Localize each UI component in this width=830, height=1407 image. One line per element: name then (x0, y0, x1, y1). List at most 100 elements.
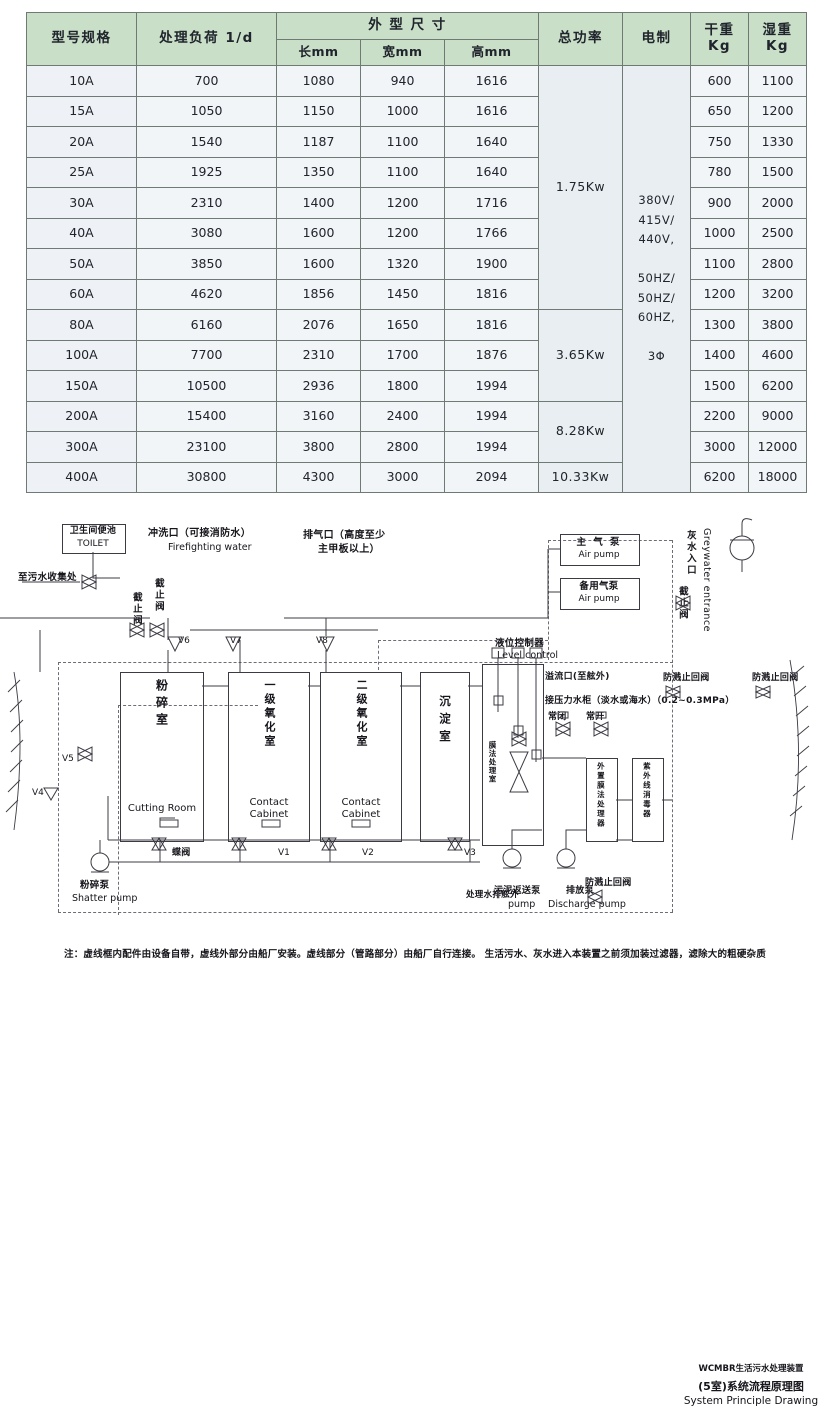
valve-tag-v4: V4 (32, 788, 44, 798)
cell-height: 1766 (443, 217, 540, 249)
level-control-label-cn: 液位控制器 (495, 638, 545, 649)
cell-load: 30800 (136, 461, 277, 493)
cell-wet-weight: 1200 (748, 95, 808, 127)
col-header-width: 宽mm (360, 39, 445, 66)
cell-model: 200A (26, 400, 137, 432)
specification-table: 型号规格 处理负荷 1/d 外 型 尺 寸 总功率 电制 干重 Kg 湿重 Kg… (26, 12, 808, 493)
cell-width: 940 (360, 65, 445, 97)
title-line-1: WCMBR生活污水处理装置 (698, 1364, 804, 1374)
cell-wet-weight: 12000 (748, 431, 808, 463)
stop-valve-label-left-a: 截止阀 (130, 592, 142, 627)
title-line-3: System Principle Drawing (683, 1395, 819, 1407)
cell-wet-weight: 1500 (748, 156, 808, 188)
sludge-pump-label-cn: 污泥返送泵 (494, 886, 541, 896)
overflow-label: 溢流口(至舷外) (545, 672, 610, 682)
toilet-label-en: TOILET (77, 539, 109, 549)
cell-model: 100A (26, 339, 137, 371)
table-row: 40A 3080 1600 1200 1766 1000 2500 (26, 217, 808, 249)
air-pump-backup-label-en: Air pump (578, 594, 620, 604)
col-header-power: 总功率 (538, 12, 624, 66)
col-header-length: 长mm (276, 39, 361, 66)
col-header-height: 高mm (443, 39, 540, 66)
table-row: 400A 30800 4300 3000 2094 10.33Kw 6200 18000 (26, 461, 808, 493)
air-pump-backup-label-cn: 备用气泵 (579, 581, 619, 592)
cell-dry-weight: 600 (690, 65, 750, 97)
sludge-pump-label-en: pump (508, 899, 536, 910)
cell-height: 1616 (443, 95, 540, 127)
chamber-cutting-room: 粉碎室 Cutting Room (120, 672, 204, 842)
cell-wet-weight: 4600 (748, 339, 808, 371)
cell-width: 1100 (360, 126, 445, 158)
table-header: 型号规格 处理负荷 1/d 外 型 尺 寸 总功率 电制 干重 Kg 湿重 Kg… (26, 12, 808, 66)
greywater-label-cn: 灰水入口 (684, 530, 696, 576)
cell-length: 3800 (276, 431, 361, 463)
cell-wet-weight: 1100 (748, 65, 808, 97)
col-header-dimensions: 外 型 尺 寸 (275, 12, 540, 40)
cell-wet-weight: 6200 (748, 370, 808, 402)
cell-height: 1994 (443, 431, 540, 463)
valve-tag-v5: V5 (62, 754, 74, 764)
cell-load: 4620 (136, 278, 277, 310)
air-pump-main-box (560, 534, 640, 566)
treated-water-out-label: 处理水排舷外 (466, 890, 519, 900)
cell-dry-weight: 2200 (690, 400, 750, 432)
cell-width: 3000 (360, 461, 445, 493)
table-row: 25A 1925 1350 1100 1640 780 1500 (26, 156, 808, 188)
cell-dry-weight: 1300 (690, 309, 750, 341)
cell-power: 3.65Kw (538, 309, 624, 402)
cell-width: 1700 (360, 339, 445, 371)
toilet-label-cn: 卫生间便池 (69, 526, 117, 536)
cell-model: 10A (26, 65, 137, 97)
chamber-2-name-cn: 二级氧化室 (355, 679, 368, 749)
cell-height: 2094 (443, 461, 540, 493)
cell-height: 1994 (443, 400, 540, 432)
cell-height: 1876 (443, 339, 540, 371)
cell-height: 1616 (443, 65, 540, 97)
cell-height: 1994 (443, 370, 540, 402)
uf-unit-label: 外置膜法处理器 (596, 762, 606, 829)
check-valve-label-1: 防溅止回阀 (663, 673, 710, 683)
cell-load: 1925 (136, 156, 277, 188)
cell-length: 2936 (276, 370, 361, 402)
chamber-0-name-cn: 粉碎室 (154, 679, 169, 730)
shatter-pump-label-cn: 粉碎泵 (80, 880, 110, 891)
table-row: 150A 10500 2936 1800 1994 1500 6200 (26, 370, 808, 402)
chamber-1-name-en: Contact Cabinet (249, 797, 289, 820)
equipment-boundary-left (58, 662, 59, 912)
chamber-contact-2: 二级氧化室 Contact Cabinet (320, 672, 402, 842)
cell-width: 1200 (360, 187, 445, 219)
cell-wet-weight: 18000 (748, 461, 808, 493)
cell-load: 1540 (136, 126, 277, 158)
cell-width: 1800 (360, 370, 445, 402)
table-row: 100A 7700 2310 1700 1876 1400 4600 (26, 339, 808, 371)
cell-load: 700 (136, 65, 277, 97)
chamber-3-name-cn: 沉淀室 (438, 695, 452, 748)
cell-load: 3850 (136, 248, 277, 280)
cell-load: 7700 (136, 339, 277, 371)
cell-height: 1816 (443, 309, 540, 341)
cell-length: 4300 (276, 461, 361, 493)
cell-height: 1900 (443, 248, 540, 280)
air-pump-main-label-en: Air pump (578, 550, 620, 560)
stop-valve-label-right: 截止阀 (676, 586, 688, 621)
col-header-wet-weight: 湿重 Kg (748, 12, 808, 66)
cell-load: 1050 (136, 95, 277, 127)
exhaust-label-cn-1: 排气口（高度至少 (303, 530, 386, 541)
col-header-model: 型号规格 (26, 12, 137, 66)
cell-model: 30A (26, 187, 137, 219)
table-row: 300A 23100 3800 2800 1994 3000 12000 (26, 431, 808, 463)
cell-length: 2310 (276, 339, 361, 371)
chamber-contact-1: 一级氧化室 Contact Cabinet (228, 672, 310, 842)
branch-dashed-h (378, 640, 548, 641)
cell-model: 25A (26, 156, 137, 188)
cell-length: 3160 (276, 400, 361, 432)
left-branch-dashed-h (118, 705, 258, 706)
cell-dry-weight: 6200 (690, 461, 750, 493)
exhaust-label-cn-2: 主甲板以上） (318, 544, 380, 555)
cell-width: 1200 (360, 217, 445, 249)
cell-load: 10500 (136, 370, 277, 402)
cell-width: 2400 (360, 400, 445, 432)
equipment-boundary-right (672, 540, 673, 912)
valve-tag-v7: V7 (230, 636, 242, 646)
cell-model: 20A (26, 126, 137, 158)
